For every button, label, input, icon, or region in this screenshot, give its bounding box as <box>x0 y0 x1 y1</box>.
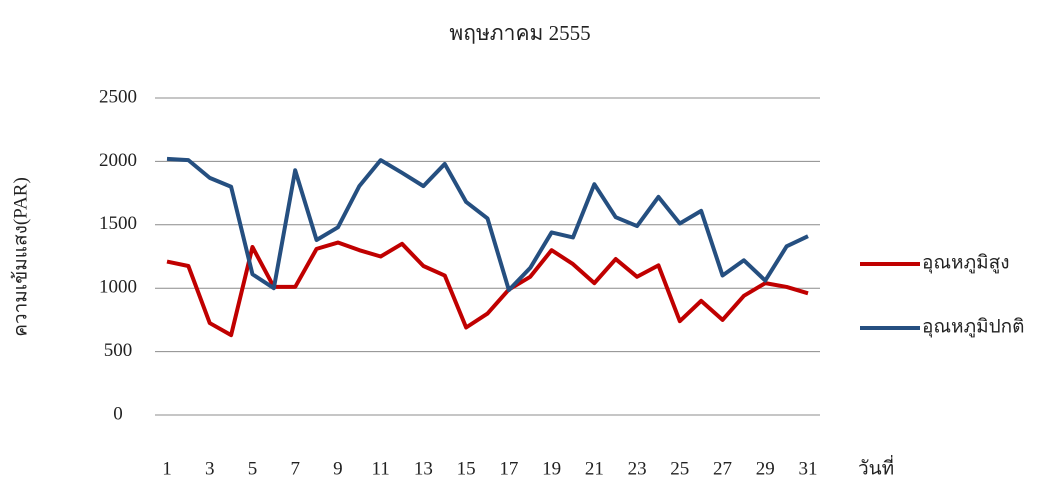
x-tick-label: 21 <box>585 458 604 479</box>
x-tick-label: 27 <box>713 458 732 479</box>
x-tick-label: 31 <box>799 458 818 479</box>
legend-label: อุณหภูมิสูง <box>922 252 1010 274</box>
y-axis-label: ความเข้มแสง(PAR) <box>10 177 31 337</box>
y-tick-label: 2500 <box>99 86 137 107</box>
x-tick-label: 1 <box>162 458 172 479</box>
y-tick-label: 1500 <box>99 213 137 234</box>
y-tick-label: 500 <box>104 340 133 361</box>
x-axis-label: วันที่ <box>858 454 894 479</box>
x-tick-label: 9 <box>333 458 343 479</box>
y-tick-label: 1000 <box>99 277 137 298</box>
data-line <box>166 156 809 293</box>
x-tick-label: 25 <box>670 458 689 479</box>
x-tick-label: 29 <box>756 458 775 479</box>
y-tick-label: 2000 <box>99 150 137 171</box>
x-tick-label: 23 <box>628 458 647 479</box>
x-tick-label: 11 <box>372 458 390 479</box>
x-tick-label: 15 <box>457 458 476 479</box>
x-tick-label: 19 <box>542 458 561 479</box>
x-tick-label: 7 <box>290 458 300 479</box>
legend-label: อุณหภูมิปกติ <box>922 316 1025 338</box>
x-tick-label: 17 <box>499 458 518 479</box>
y-tick-label: 0 <box>113 403 123 424</box>
x-tick-label: 5 <box>248 458 258 479</box>
x-tick-label: 13 <box>414 458 433 479</box>
chart-title: พฤษภาคม 2555 <box>449 21 590 45</box>
x-tick-label: 3 <box>205 458 215 479</box>
data-line <box>166 240 809 338</box>
